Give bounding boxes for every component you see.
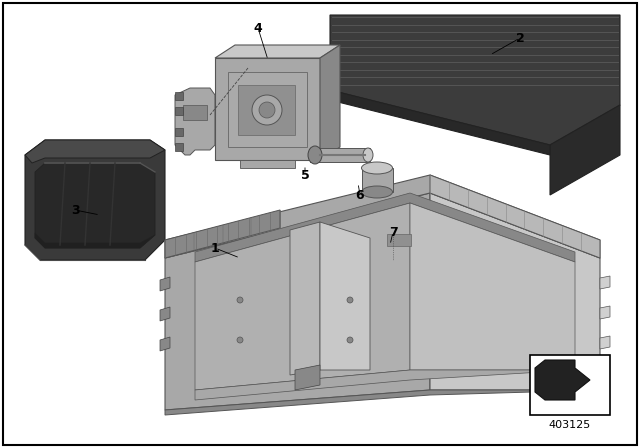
- Polygon shape: [320, 222, 370, 370]
- Polygon shape: [362, 168, 393, 192]
- Polygon shape: [382, 230, 415, 250]
- Text: 5: 5: [301, 168, 309, 181]
- Polygon shape: [410, 203, 575, 370]
- Polygon shape: [310, 148, 370, 162]
- Text: 3: 3: [70, 203, 79, 216]
- Text: 7: 7: [388, 225, 397, 238]
- Circle shape: [237, 297, 243, 303]
- Polygon shape: [183, 105, 207, 120]
- Polygon shape: [238, 85, 295, 135]
- Polygon shape: [330, 90, 550, 155]
- Polygon shape: [382, 224, 422, 230]
- Polygon shape: [430, 175, 600, 258]
- Polygon shape: [430, 193, 600, 390]
- Polygon shape: [195, 203, 410, 390]
- Polygon shape: [228, 72, 307, 147]
- Polygon shape: [175, 128, 183, 136]
- Polygon shape: [35, 233, 155, 248]
- Circle shape: [347, 337, 353, 343]
- Polygon shape: [215, 58, 320, 160]
- Text: 403125: 403125: [549, 420, 591, 430]
- Polygon shape: [35, 163, 155, 248]
- Polygon shape: [387, 234, 411, 246]
- Polygon shape: [165, 193, 430, 410]
- Bar: [530, 355, 610, 415]
- Polygon shape: [160, 307, 170, 321]
- Text: 4: 4: [253, 22, 262, 34]
- Circle shape: [259, 102, 275, 118]
- Polygon shape: [165, 390, 600, 415]
- Polygon shape: [290, 222, 320, 375]
- Polygon shape: [160, 337, 170, 351]
- Polygon shape: [330, 15, 620, 145]
- Text: 6: 6: [356, 189, 364, 202]
- Ellipse shape: [362, 186, 392, 198]
- Polygon shape: [175, 143, 183, 151]
- Polygon shape: [240, 160, 295, 168]
- Polygon shape: [25, 140, 165, 260]
- Polygon shape: [195, 193, 575, 262]
- Text: 1: 1: [211, 241, 220, 254]
- Circle shape: [347, 297, 353, 303]
- Polygon shape: [600, 276, 610, 289]
- Polygon shape: [215, 45, 340, 58]
- Polygon shape: [165, 210, 280, 258]
- Circle shape: [252, 95, 282, 125]
- Polygon shape: [175, 107, 183, 115]
- Circle shape: [237, 337, 243, 343]
- Polygon shape: [535, 360, 590, 400]
- Polygon shape: [175, 88, 215, 155]
- Polygon shape: [550, 105, 620, 195]
- Polygon shape: [175, 92, 183, 100]
- Polygon shape: [415, 224, 422, 250]
- Polygon shape: [295, 365, 320, 390]
- Polygon shape: [320, 45, 340, 160]
- Ellipse shape: [363, 148, 373, 162]
- Polygon shape: [165, 175, 600, 258]
- Ellipse shape: [362, 162, 392, 174]
- Text: 2: 2: [516, 31, 524, 44]
- Polygon shape: [600, 306, 610, 319]
- Polygon shape: [25, 140, 165, 163]
- Polygon shape: [160, 277, 170, 291]
- Polygon shape: [600, 336, 610, 349]
- Ellipse shape: [308, 146, 322, 164]
- Polygon shape: [195, 370, 575, 400]
